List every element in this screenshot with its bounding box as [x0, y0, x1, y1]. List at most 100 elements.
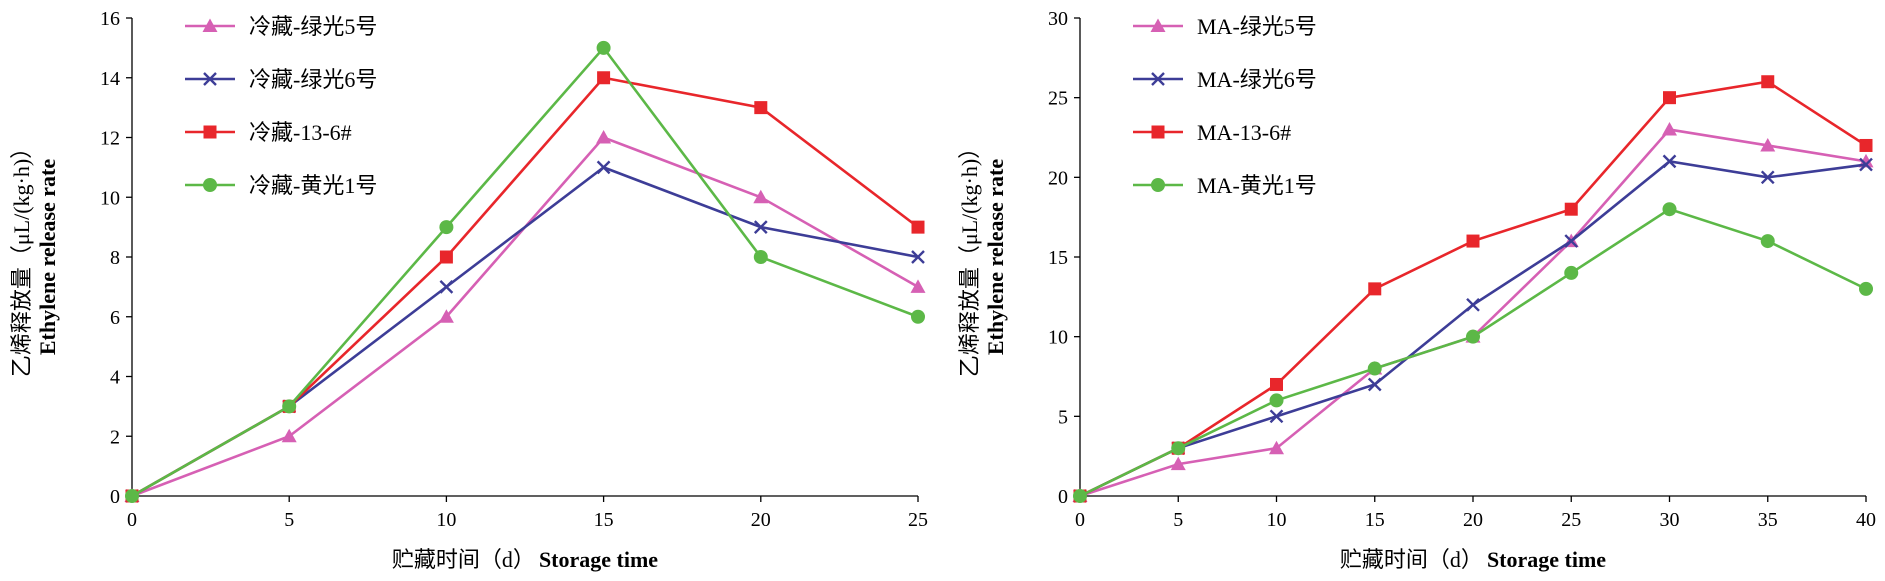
series-2 — [1073, 154, 1873, 503]
y-tick-label: 10 — [1048, 327, 1068, 349]
x-tick-label: 35 — [1758, 509, 1778, 531]
y-tick-label: 20 — [1048, 167, 1068, 189]
data-point — [596, 130, 612, 144]
data-point — [439, 280, 454, 294]
data-point — [1269, 440, 1284, 455]
x-tick-label: 15 — [1365, 509, 1385, 531]
x-tick-label: 20 — [751, 509, 771, 531]
legend-label: 冷藏-绿光6号 — [249, 67, 377, 92]
data-point — [1073, 489, 1087, 503]
legend-label: MA-13-6# — [1197, 120, 1291, 145]
data-point — [438, 309, 454, 323]
y-tick-label: 8 — [110, 247, 120, 269]
x-axis-title-cn: 贮藏时间（d） — [1340, 547, 1483, 572]
data-point — [1466, 234, 1480, 248]
legend-item: 冷藏-黄光1号 — [185, 173, 377, 198]
data-point — [1269, 409, 1284, 424]
data-point — [1760, 137, 1776, 152]
data-point — [1760, 170, 1775, 185]
y-tick-label: 0 — [1058, 486, 1068, 508]
x-axis-title: 贮藏时间（d） Storage time — [392, 547, 658, 572]
legend-label: 冷藏-13-6# — [249, 120, 352, 145]
y-tick-label: 6 — [110, 307, 120, 329]
y-tick-label: 12 — [100, 128, 120, 150]
y-tick-label: 25 — [1048, 88, 1068, 110]
data-point — [911, 309, 925, 324]
y-tick-label: 30 — [1048, 8, 1068, 30]
x-tick-label: 15 — [594, 509, 614, 531]
series-4 — [125, 40, 925, 503]
data-point — [597, 71, 611, 85]
x-tick-label: 0 — [1075, 509, 1085, 531]
x-tick-label: 5 — [1173, 509, 1183, 531]
legend-marker — [1151, 178, 1165, 192]
data-point — [1760, 234, 1775, 249]
data-point — [1761, 75, 1775, 89]
data-point — [1662, 122, 1677, 136]
y-axis-title-en: Ethylene release rate — [983, 159, 1008, 356]
data-point — [1270, 377, 1283, 391]
data-point — [439, 220, 454, 235]
x-tick-label: 5 — [284, 509, 294, 531]
legend-marker — [203, 178, 217, 192]
data-point — [910, 279, 926, 293]
data-point — [439, 250, 453, 264]
data-point — [1368, 282, 1382, 296]
data-point — [753, 189, 769, 204]
data-point — [754, 101, 768, 115]
chart-2: 0 5 10 15 20 25 30 0 5 10 15 20 25 30 35 40 贮藏时间（d） Stora… — [957, 8, 1876, 572]
x-tick-label: 10 — [1267, 509, 1287, 531]
legend-item: 冷藏-绿光6号 — [185, 67, 377, 92]
series-4 — [1073, 202, 1873, 503]
y-axis-title-en: Ethylene release rate — [35, 159, 60, 356]
data-point — [911, 250, 925, 264]
legend-item: MA-黄光1号 — [1133, 173, 1317, 198]
data-point — [1662, 202, 1677, 217]
x-axis-title: 贮藏时间（d） Storage time — [1340, 547, 1606, 572]
x-tick-label: 0 — [127, 509, 137, 531]
data-point — [1171, 441, 1186, 456]
y-tick-label: 4 — [110, 367, 120, 389]
data-point — [125, 489, 139, 503]
legend: MA-绿光5号 MA-绿光6号 MA-13-6# MA-黄光1号 — [1133, 14, 1317, 198]
y-axis-title-cn: 乙烯释放量（μL/(kg·h)） — [957, 137, 982, 377]
series-3 — [1073, 75, 1873, 503]
series-1 — [124, 130, 926, 502]
legend-item: MA-13-6# — [1133, 120, 1291, 145]
y-tick-label: 15 — [1048, 247, 1068, 269]
data-point — [1466, 329, 1480, 344]
legend-marker — [202, 18, 218, 32]
y-tick-label: 16 — [100, 8, 120, 30]
data-point — [1662, 154, 1677, 169]
x-tick-label: 25 — [908, 509, 928, 531]
legend-label: MA-绿光6号 — [1197, 67, 1317, 92]
legend-item: MA-绿光5号 — [1133, 14, 1317, 39]
legend-label: 冷藏-绿光5号 — [249, 14, 377, 39]
data-point — [281, 428, 297, 443]
data-point — [1564, 234, 1579, 248]
x-axis-title-en: Storage time — [539, 547, 658, 572]
data-point — [1269, 393, 1284, 408]
x-tick-label: 30 — [1660, 509, 1680, 531]
data-point — [1564, 265, 1579, 280]
y-tick-label: 2 — [110, 426, 120, 448]
x-axis-title-en: Storage time — [1487, 547, 1606, 572]
data-point — [1564, 202, 1578, 216]
series-1 — [1072, 122, 1874, 502]
chart-1: 0 2 4 6 8 10 12 14 16 0 5 10 15 20 25 贮藏时间（d） Storage ti… — [9, 8, 928, 572]
legend-label: MA-绿光5号 — [1197, 14, 1317, 39]
data-point — [596, 160, 611, 175]
data-point — [1859, 138, 1873, 152]
legend-marker — [1151, 72, 1165, 86]
x-tick-label: 40 — [1856, 509, 1876, 531]
y-tick-label: 10 — [100, 187, 120, 209]
data-point — [911, 220, 925, 234]
legend-item: 冷藏-绿光5号 — [185, 14, 377, 39]
data-point — [753, 250, 768, 264]
legend-label: MA-黄光1号 — [1197, 173, 1317, 198]
y-tick-label: 14 — [100, 68, 120, 90]
series-line — [131, 165, 919, 498]
y-tick-label: 5 — [1058, 406, 1068, 428]
